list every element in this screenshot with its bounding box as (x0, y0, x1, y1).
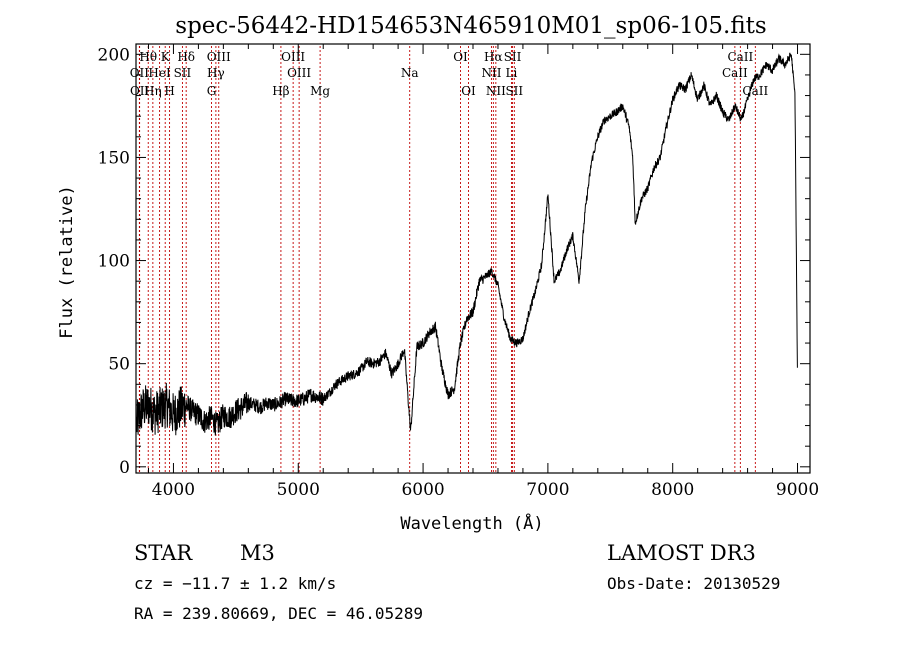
x-tick-label: 9000 (776, 480, 819, 500)
line-marker-label: HeI (148, 66, 171, 80)
line-marker-label: SII (174, 66, 192, 80)
object-subclass: M3 (240, 541, 275, 565)
obs-date: Obs-Date: 20130529 (607, 574, 780, 593)
redshift-cz: cz = −11.7 ± 1.2 km/s (134, 574, 336, 593)
line-marker-label: OIII (281, 50, 305, 64)
line-marker-label: Na (401, 66, 419, 80)
line-marker-label: CaII (742, 84, 768, 98)
line-marker-label: Mg (310, 84, 330, 98)
y-tick-label: 0 (119, 458, 130, 478)
line-marker-label: CaII (727, 50, 753, 64)
line-marker-label: NII (481, 66, 501, 80)
x-tick-label: 8000 (651, 480, 694, 500)
line-marker-label: NII (486, 84, 506, 98)
x-axis-label: Wavelength (Å) (400, 512, 543, 534)
x-tick-label: 5000 (277, 480, 320, 500)
line-marker-label: OI (453, 50, 468, 64)
object-class: STAR (134, 541, 193, 565)
line-marker-label: OIII (207, 50, 231, 64)
line-marker-label: Hδ (177, 50, 195, 64)
line-marker-label: OII (130, 66, 150, 80)
line-marker-label: CaII (722, 66, 748, 80)
line-marker-label: SII (504, 50, 522, 64)
x-axis: 4000 5000 6000 7000 8000 9000 (147, 44, 819, 500)
y-tick-label: 200 (98, 45, 130, 65)
line-marker-label: Hα (484, 50, 503, 64)
x-tick-label: 6000 (401, 480, 444, 500)
y-axis: 0 50 100 150 200 (98, 45, 810, 478)
y-axis-label: Flux (relative) (57, 185, 77, 339)
coordinates: RA = 239.80669, DEC = 46.05289 (134, 604, 423, 623)
survey-name: LAMOST DR3 (607, 541, 756, 565)
line-marker-label: K (161, 50, 171, 64)
y-tick-label: 50 (108, 355, 130, 375)
line-marker-label: Hβ (272, 84, 289, 98)
line-marker-label: H (164, 84, 174, 98)
x-tick-label: 4000 (152, 480, 195, 500)
line-marker-label: Hγ (207, 66, 225, 80)
spectrum-series (136, 52, 798, 436)
y-tick-label: 100 (98, 252, 130, 272)
line-marker-label: Li (506, 66, 518, 80)
line-marker-label: OI (461, 84, 476, 98)
line-marker-label: OII (130, 84, 150, 98)
line-marker-label: OIII (287, 66, 311, 80)
chart-title: spec-56442-HD154653N465910M01_sp06-105.f… (175, 13, 766, 39)
y-tick-label: 150 (98, 148, 130, 168)
line-marker-label: Hθ (139, 50, 157, 64)
line-marker-label: G (207, 84, 217, 98)
x-tick-label: 7000 (526, 480, 569, 500)
line-marker-label: Hη (144, 84, 162, 98)
line-markers (138, 46, 756, 473)
line-marker-label: SII (505, 84, 523, 98)
